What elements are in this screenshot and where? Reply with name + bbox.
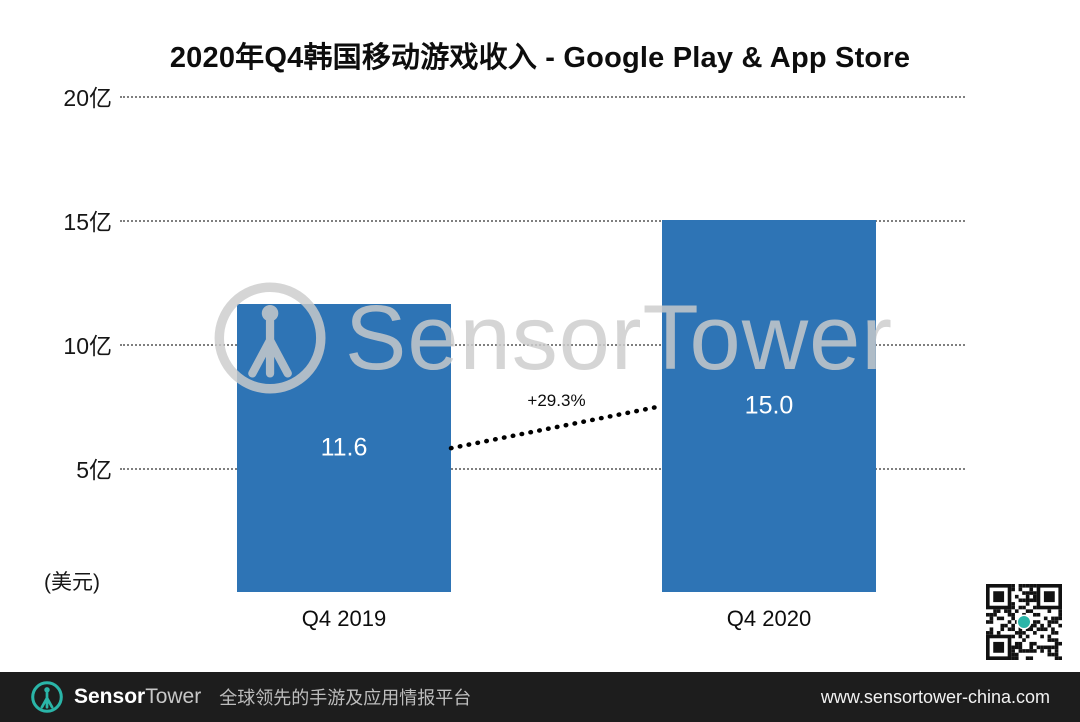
y-axis-unit-label: (美元) bbox=[44, 571, 100, 594]
sensortower-logo-icon bbox=[31, 681, 63, 713]
gridline bbox=[120, 344, 965, 346]
growth-annotation: +29.3% bbox=[527, 391, 586, 411]
gridline bbox=[120, 220, 965, 222]
footer-bar: SensorTower 全球领先的手游及应用情报平台 www.sensortow… bbox=[0, 672, 1080, 722]
y-tick-label-15: 15亿 bbox=[63, 209, 112, 235]
gridline bbox=[120, 468, 965, 470]
footer-brand-tower: Tower bbox=[145, 685, 202, 708]
footer-brand-group: SensorTower 全球领先的手游及应用情报平台 bbox=[30, 680, 821, 714]
bar-value-label-q4-2019: 11.6 bbox=[320, 433, 368, 462]
qr-code bbox=[986, 584, 1062, 660]
chart-title: 2020年Q4韩国移动游戏收入 - Google Play & App Stor… bbox=[169, 42, 911, 74]
y-tick-label-20: 20亿 bbox=[63, 85, 112, 111]
footer-brand-sensor: Sensor bbox=[74, 685, 146, 708]
x-axis-label-q4-2020: Q4 2020 bbox=[726, 606, 812, 631]
footer-tagline: 全球领先的手游及应用情报平台 bbox=[219, 688, 472, 708]
bar-value-label-q4-2020: 15.0 bbox=[744, 391, 794, 420]
y-tick-label-5: 5亿 bbox=[76, 457, 112, 483]
footer-brand-name: SensorTower bbox=[74, 685, 201, 709]
gridline bbox=[120, 96, 965, 98]
y-tick-label-10: 10亿 bbox=[63, 333, 112, 359]
footer-website-link[interactable]: www.sensortower-china.com bbox=[820, 686, 1050, 707]
bar-q4-2020 bbox=[662, 220, 876, 592]
x-axis-label-q4-2019: Q4 2019 bbox=[301, 606, 387, 631]
